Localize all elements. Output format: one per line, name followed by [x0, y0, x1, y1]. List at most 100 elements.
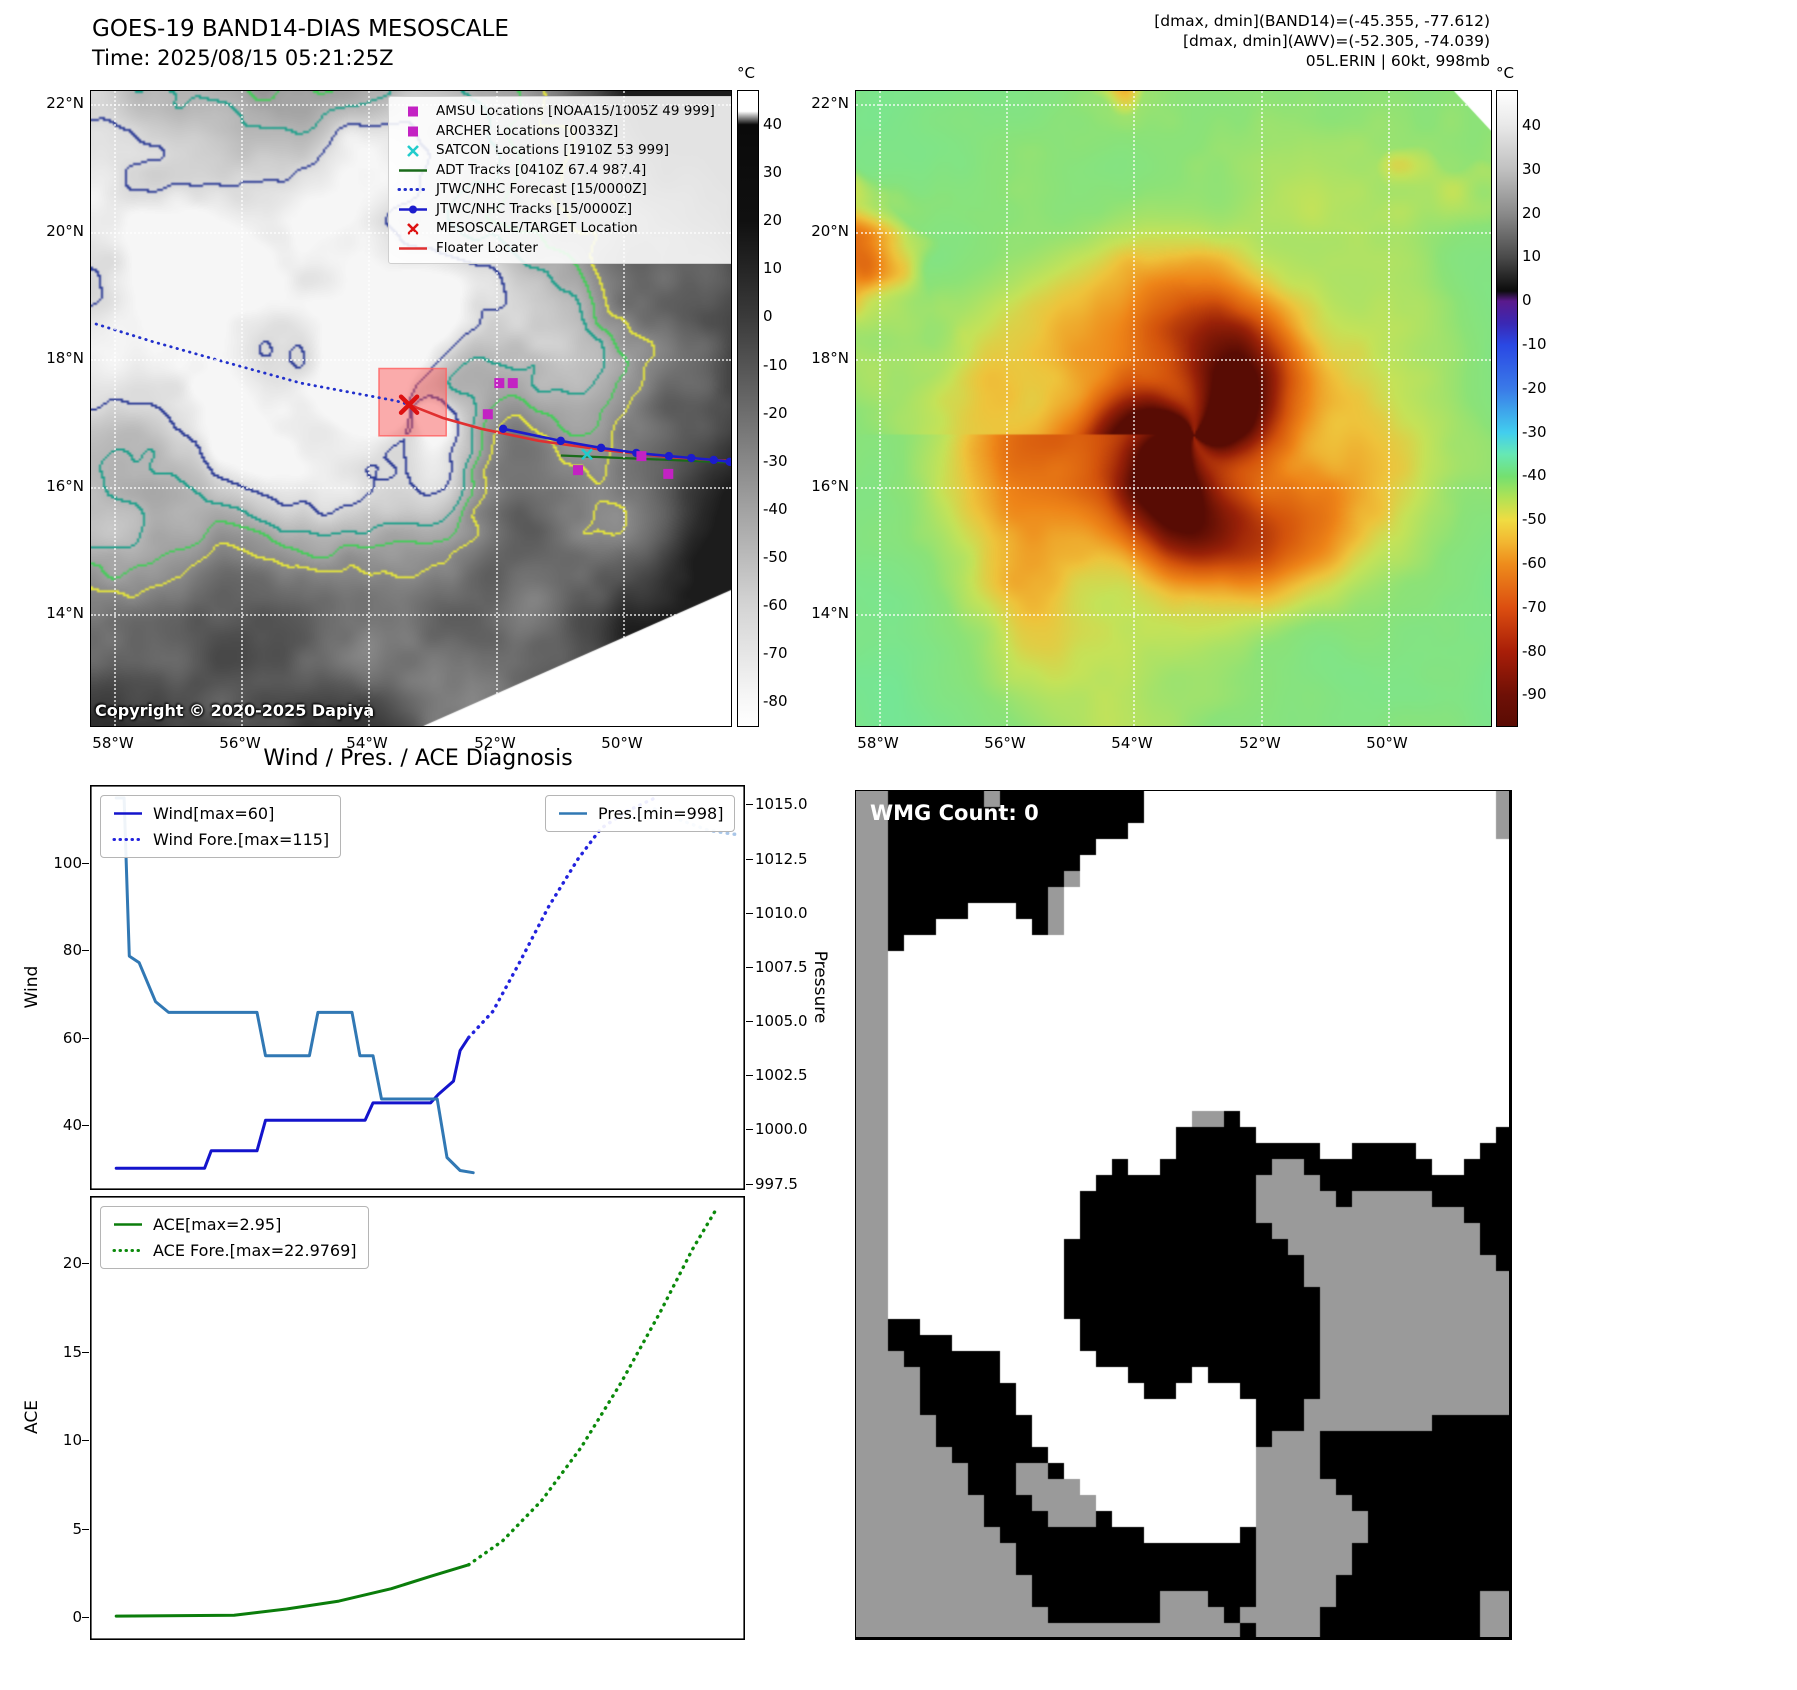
ace-axis-label: ACE: [22, 1400, 42, 1434]
chart-ytick-left: 100: [53, 854, 82, 873]
square-legend-marker-icon: [408, 126, 418, 137]
band14-legend-label: MESOSCALE/TARGET Location: [436, 220, 638, 236]
awv-colorbar-tick: -90: [1522, 685, 1547, 704]
chart-ytick-mark: [746, 1183, 753, 1185]
line-legend-marker-icon: [559, 812, 587, 815]
lat-gridline: [856, 104, 1491, 106]
chart-ytick-right: 1007.5: [755, 957, 808, 976]
amsu-marker: [636, 451, 647, 462]
chart-ytick-left: 0: [72, 1608, 82, 1626]
chart-ytick-left: 10: [62, 1431, 82, 1450]
path: [407, 145, 419, 158]
line-dot-legend-marker-icon: [399, 205, 427, 214]
chart-ytick-mark: [82, 1124, 89, 1126]
chart-ytick-left: 5: [72, 1519, 82, 1538]
band14-legend-label: ARCHER Locations [0033Z]: [436, 122, 619, 139]
chart-ytick-mark: [746, 912, 753, 914]
band14-legend-entry: MESOSCALE/TARGET Location: [397, 220, 731, 238]
wind-legend: Wind[max=60] Wind Fore.[max=115]: [100, 795, 342, 858]
lat-gridline: [856, 359, 1491, 361]
awv-lat-tick: 14°N: [811, 604, 849, 622]
lat-gridline: [91, 359, 731, 361]
band14-colorbar-unit: °C: [737, 64, 755, 82]
band14-colorbar-tick: 0: [763, 307, 773, 326]
band14-lon-tick: 56°W: [219, 734, 261, 752]
rect: [408, 126, 418, 137]
lon-gridline: [879, 91, 881, 726]
amsu-marker: [494, 378, 505, 389]
awv-colorbar-tick: -70: [1522, 597, 1547, 616]
legend-entry: Wind Fore.[max=115]: [112, 830, 329, 849]
floater-line: [408, 403, 731, 463]
chart-ytick-mark: [82, 1528, 89, 1530]
amsu-marker: [507, 378, 518, 389]
band14-colorbar-tick: -10: [763, 355, 788, 374]
series-line: [114, 1563, 471, 1618]
band14-colorbar-tick: -80: [763, 692, 788, 711]
awv-colorbar: [1496, 90, 1518, 727]
band14-lon-tick: 54°W: [346, 734, 388, 752]
circle: [409, 205, 417, 214]
dotted-legend-marker-icon: [112, 1249, 144, 1252]
rect: [408, 106, 418, 117]
chart-ytick-right: 1002.5: [755, 1066, 808, 1085]
series-line: [114, 796, 475, 1175]
lon-gridline: [496, 91, 498, 726]
lat-gridline: [856, 487, 1491, 489]
legend-label: Wind Fore.[max=115]: [153, 830, 330, 849]
band14-colorbar: [737, 90, 759, 727]
legend-label: Pres.[min=998]: [598, 804, 724, 823]
wmg-panel: WMG Count: 0: [855, 790, 1512, 1640]
jtwc-forecast-line: [94, 322, 411, 407]
lat-gridline: [91, 232, 731, 234]
chart-ytick-right: 1015.0: [755, 795, 808, 814]
awv-lon-tick: 56°W: [984, 734, 1026, 752]
band14-lat-tick: 14°N: [46, 604, 84, 622]
band14-legend-label: JTWC/NHC Forecast [15/0000Z]: [436, 181, 647, 197]
chart-ytick-left: 20: [62, 1254, 82, 1273]
band14-colorbar-tick: 30: [763, 163, 783, 182]
awv-lon-tick: 52°W: [1239, 734, 1281, 752]
chart-ytick-right: 997.5: [755, 1174, 798, 1193]
x-legend-marker-icon: [407, 145, 419, 158]
band14-legend-entry: AMSU Locations [NOAA15/1005Z 49 999]: [397, 103, 731, 121]
chart-ytick-mark: [82, 950, 89, 952]
legend-label: ACE[max=2.95]: [153, 1215, 282, 1234]
series-line: [114, 1036, 471, 1170]
lon-gridline: [1006, 91, 1008, 726]
band14-time: Time: 2025/08/15 05:21:25Z: [92, 46, 394, 70]
lat-gridline: [856, 232, 1491, 234]
awv-colorbar-tick: 10: [1522, 247, 1542, 266]
ace-chart: [90, 1196, 745, 1640]
lat-gridline: [856, 614, 1491, 616]
diagnosis-title: Wind / Pres. / ACE Diagnosis: [263, 746, 573, 771]
awv-colorbar-tick: -60: [1522, 554, 1547, 572]
track-point-marker: [498, 424, 508, 434]
amsu-marker: [482, 409, 493, 420]
chart-ytick-right: 1012.5: [755, 849, 808, 868]
wmg-mask-image: [856, 791, 1509, 1637]
series-line: [466, 1208, 718, 1567]
legend-label: ACE Fore.[max=22.9769]: [153, 1241, 357, 1260]
awv-lat-tick: 18°N: [811, 349, 849, 367]
track-point-marker: [556, 436, 565, 446]
awv-colorbar-tick: -20: [1522, 378, 1547, 397]
band14-legend-label: AMSU Locations [NOAA15/1005Z 49 999]: [436, 103, 715, 119]
awv-lat-tick: 20°N: [811, 222, 849, 240]
ace-legend: ACE[max=2.95] ACE Fore.[max=22.9769]: [100, 1206, 369, 1269]
line-legend-marker-icon: [399, 246, 427, 250]
track-point-marker: [664, 451, 674, 461]
pressure-axis-label: Pressure: [810, 950, 830, 1023]
track-point-marker: [709, 455, 718, 465]
band14-map: AMSU Locations [NOAA15/1005Z 49 999] ARCH…: [90, 90, 732, 727]
chart-ytick-mark: [746, 1021, 753, 1023]
legend-entry: Wind[max=60]: [112, 804, 329, 823]
band14-legend-label: ADT Tracks [0410Z 67.4 987.4]: [436, 161, 647, 178]
awv-lon-tick: 54°W: [1111, 734, 1153, 752]
square-legend-marker-icon: [408, 106, 418, 117]
copyright-text: Copyright © 2020-2025 Dapiya: [95, 701, 375, 720]
band14-legend-entry: Floater Locater: [397, 240, 731, 258]
band14-lat-tick: 16°N: [46, 477, 84, 495]
awv-colorbar-tick: -10: [1522, 335, 1547, 353]
